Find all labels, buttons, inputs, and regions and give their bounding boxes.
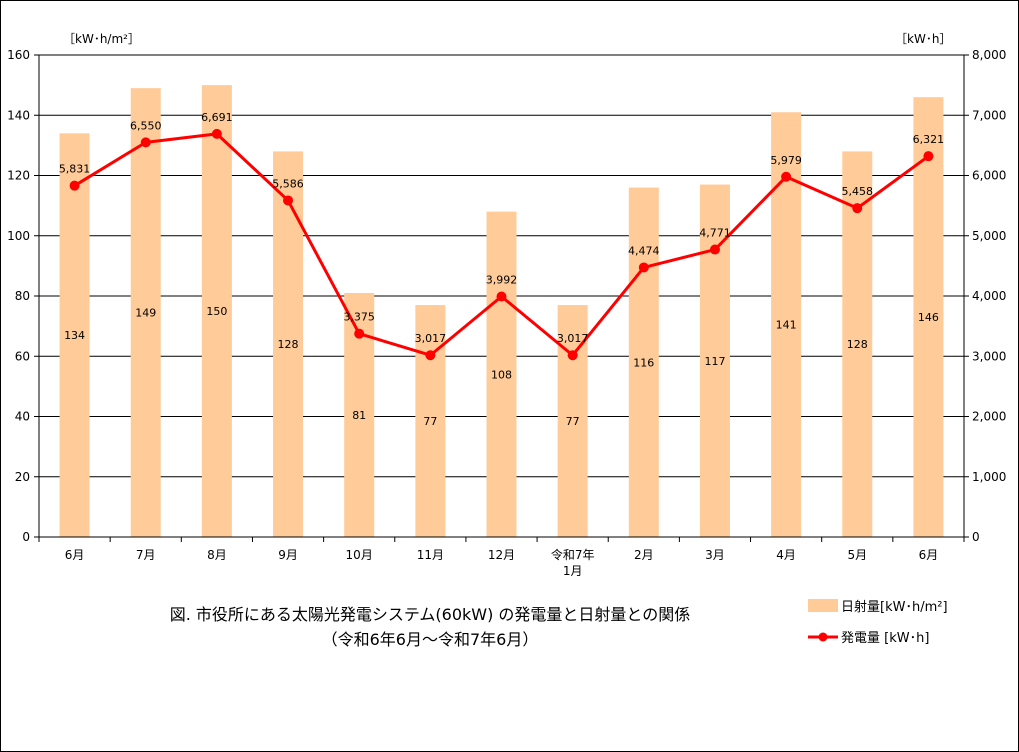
generation-point-label: 6,691	[201, 111, 233, 124]
irradiance-bar-label: 128	[847, 338, 868, 351]
left-axis-tick-label: 120	[7, 169, 30, 183]
generation-point	[283, 195, 294, 206]
generation-point-label: 3,992	[486, 273, 518, 286]
x-axis-tick-label: 4月	[776, 548, 796, 562]
x-axis-tick-label: 7月	[136, 548, 156, 562]
x-axis-tick-label: 12月	[488, 548, 515, 562]
right-axis-tick-label: 4,000	[972, 289, 1006, 303]
irradiance-bar-label: 134	[64, 329, 85, 342]
legend-swatch-irradiance	[808, 599, 838, 612]
legend: 日射量[kW･h/m²] 発電量 [kW･h]	[808, 599, 948, 646]
right-axis-unit: ［kW･h］	[895, 32, 951, 46]
irradiance-bar	[913, 97, 944, 538]
generation-point-label: 6,321	[913, 133, 945, 146]
chart-subtitle: （令和6年6月〜令和7年6月）	[322, 630, 539, 649]
x-axis-tick-label: 11月	[417, 548, 444, 562]
generation-point	[69, 180, 80, 191]
irradiance-bar-label: 77	[423, 415, 437, 428]
x-axis-tick-label: 6月	[65, 548, 85, 562]
irradiance-bar	[699, 184, 730, 537]
right-axis-tick-label: 7,000	[972, 108, 1006, 122]
legend-label-irradiance: 日射量[kW･h/m²]	[841, 599, 948, 615]
generation-point	[781, 171, 792, 182]
generation-line-labels: 5,831 6,550 6,691 5,586 3,375 3,017 3,992 3,017…	[59, 111, 944, 345]
generation-point-label: 4,474	[628, 244, 660, 257]
generation-point	[354, 328, 365, 339]
left-axis-unit: ［kW･h/m²］	[63, 32, 140, 46]
generation-point	[852, 203, 863, 214]
generation-point-label: 5,458	[842, 185, 874, 198]
x-axis-tick-label: 6月	[919, 548, 939, 562]
x-axis-tick-label: 2月	[634, 548, 654, 562]
x-axis-tick-label: 10月	[346, 548, 373, 562]
left-axis-tick-label: 60	[15, 349, 30, 363]
irradiance-bar	[130, 88, 161, 537]
irradiance-bar-label: 116	[633, 356, 654, 369]
right-axis-tick-label: 5,000	[972, 229, 1006, 243]
x-axis-tick-label: 8月	[207, 548, 227, 562]
axes: 0 20 40 60 80 100 120 140 160 0 1,000 2,000 3,000 4,0…	[7, 48, 1006, 578]
generation-point	[709, 244, 720, 255]
irradiance-bar	[628, 187, 659, 538]
left-axis-tick-label: 40	[15, 410, 30, 424]
irradiance-bar-label: 81	[352, 409, 366, 422]
irradiance-bar-labels: 134 149 150 128 81 77 108 77 116 117 141 128 146	[64, 305, 939, 428]
x-axis-tick-label: 9月	[278, 548, 298, 562]
right-axis-tick-label: 1,000	[972, 470, 1006, 484]
left-axis-tick-label: 20	[15, 470, 30, 484]
irradiance-bar-label: 150	[206, 305, 227, 318]
generation-point-label: 3,375	[343, 311, 375, 324]
generation-line	[69, 128, 934, 361]
irradiance-bar-label: 141	[776, 319, 797, 332]
generation-point	[140, 137, 151, 148]
generation-point-label: 5,586	[272, 177, 304, 190]
right-axis-tick-label: 3,000	[972, 349, 1006, 363]
x-axis-tick-label: 令和7年	[551, 547, 595, 562]
generation-point	[425, 350, 436, 361]
chart-title: 図. 市役所にある太陽光発電システム(60kW) の発電量と日射量との関係	[170, 605, 691, 624]
x-axis-tick-label: 5月	[847, 548, 867, 562]
generation-point-label: 5,979	[770, 154, 802, 167]
irradiance-bar	[486, 211, 517, 537]
irradiance-bar-label: 146	[918, 311, 939, 324]
generation-point	[567, 350, 578, 361]
generation-point-label: 5,831	[59, 163, 91, 176]
left-axis-tick-label: 140	[7, 108, 30, 122]
irradiance-bar	[59, 133, 90, 537]
generation-point-label: 6,550	[130, 119, 162, 132]
legend-label-generation: 発電量 [kW･h]	[841, 631, 929, 646]
left-axis-tick-label: 160	[7, 48, 30, 62]
generation-point-label: 3,017	[415, 332, 447, 345]
right-axis-tick-label: 8,000	[972, 48, 1006, 62]
irradiance-bar	[415, 305, 446, 537]
right-axis-tick-label: 2,000	[972, 410, 1006, 424]
generation-point-label: 4,771	[699, 227, 731, 240]
right-axis-tick-label: 0	[972, 530, 980, 544]
irradiance-bar	[273, 151, 304, 537]
x-axis-tick-label: 3月	[705, 548, 725, 562]
generation-point	[211, 128, 222, 139]
irradiance-bar-label: 117	[704, 355, 725, 368]
irradiance-bars	[59, 85, 944, 538]
irradiance-bar	[771, 112, 802, 538]
irradiance-bar-label: 128	[278, 338, 299, 351]
left-axis-tick-label: 0	[22, 530, 30, 544]
generation-point	[638, 262, 649, 273]
generation-point	[923, 151, 934, 162]
x-axis-tick-label: 1月	[563, 564, 583, 578]
left-axis-tick-label: 80	[15, 289, 30, 303]
irradiance-bar	[201, 85, 232, 537]
irradiance-bar-label: 108	[491, 368, 512, 381]
left-axis-tick-label: 100	[7, 229, 30, 243]
generation-point-label: 3,017	[557, 332, 589, 345]
generation-point	[496, 291, 507, 302]
irradiance-bar	[842, 151, 873, 537]
legend-swatch-generation-marker	[818, 632, 828, 642]
right-axis-tick-label: 6,000	[972, 169, 1006, 183]
irradiance-bar-label: 149	[135, 307, 156, 320]
irradiance-bar-label: 77	[566, 415, 580, 428]
